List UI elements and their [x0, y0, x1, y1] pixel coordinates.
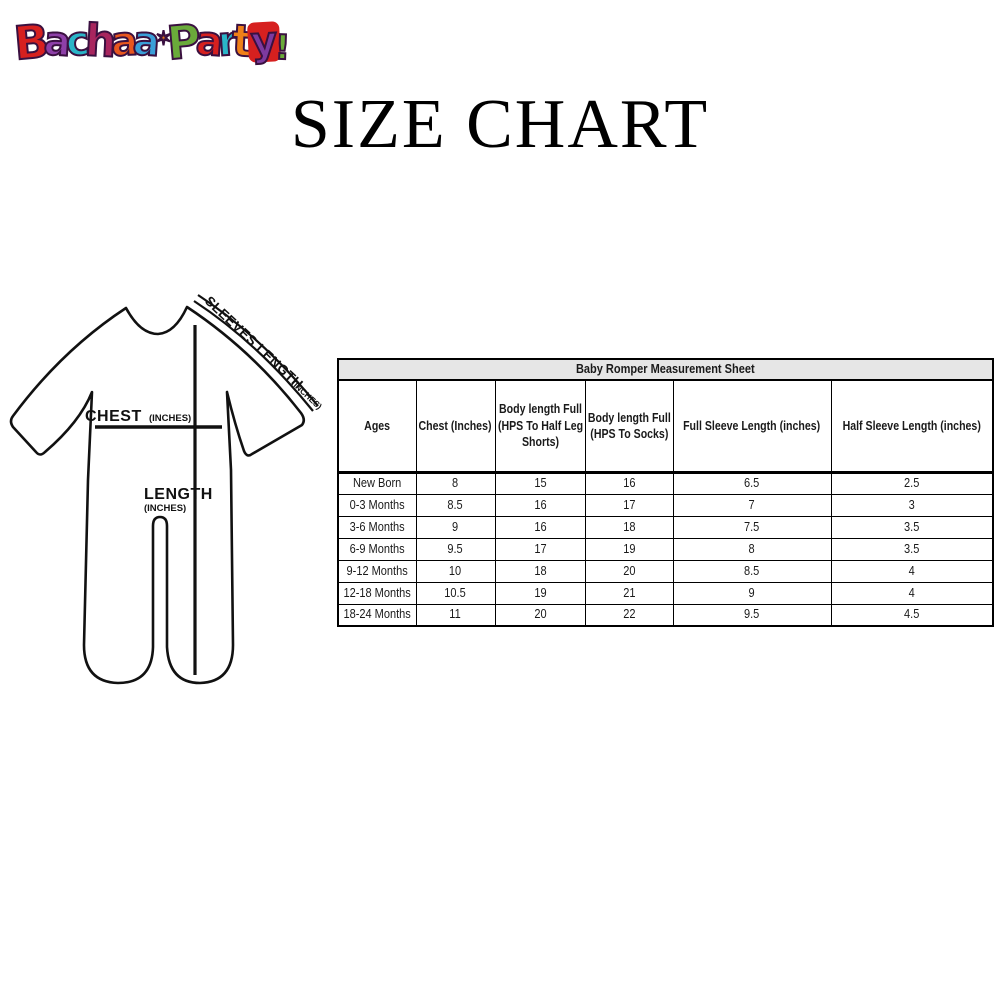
table-cell: 18	[584, 515, 674, 539]
measurement-table: Baby Romper Measurement Sheet Ages Chest …	[337, 358, 995, 627]
table-cell: 10	[415, 559, 496, 583]
table-cell: 22	[584, 603, 674, 627]
row-header: 3-6 Months	[337, 515, 417, 539]
row-header: 12-18 Months	[337, 581, 417, 605]
table-cell: 3.5	[830, 515, 994, 539]
sleeve-measure-line	[193, 300, 314, 412]
table-cell: 20	[584, 559, 674, 583]
length-label: LENGTH	[144, 486, 213, 503]
table-cell: 17	[494, 537, 586, 561]
table-cell: 19	[584, 537, 674, 561]
table-cell: 16	[584, 470, 674, 495]
table-cell: 3	[830, 493, 994, 517]
table-row: 3-6 Months 9 16 18 7.5 3.5	[337, 515, 994, 539]
logo-letter: ✶	[154, 26, 173, 50]
column-header: Body length Full (HPS To Half Leg Shorts…	[494, 379, 586, 473]
table-cell: 4	[830, 559, 994, 583]
table-cell: 16	[494, 515, 586, 539]
table-cell: 9	[415, 515, 496, 539]
row-header: 9-12 Months	[337, 559, 417, 583]
table-cell: 9	[672, 581, 832, 605]
table-cell: 4	[830, 581, 994, 605]
table-cell: 8	[672, 537, 832, 561]
table-cell: 8.5	[672, 559, 832, 583]
table-cell: 18	[494, 559, 586, 583]
table-row: 6-9 Months 9.5 17 19 8 3.5	[337, 537, 994, 561]
table-cell: 3.5	[830, 537, 994, 561]
table-title-row: Baby Romper Measurement Sheet	[337, 358, 994, 381]
row-header: New Born	[337, 470, 417, 495]
table-cell: 8	[415, 470, 496, 495]
column-header: Full Sleeve Length (inches)	[672, 379, 832, 473]
table-row: 18-24 Months 11 20 22 9.5 4.5	[337, 603, 994, 627]
table-cell: 6.5	[672, 470, 832, 495]
table-cell: 4.5	[830, 603, 994, 627]
table-cell: 16	[494, 493, 586, 517]
table-cell: 17	[584, 493, 674, 517]
table-cell: 19	[494, 581, 586, 605]
table-cell: 11	[415, 603, 496, 627]
table-body: New Born 8 15 16 6.5 2.5 0-3 Months 8.5 16 17 7 3 3-…	[337, 470, 994, 627]
romper-measurement-diagram: SLEEVES LENGTH (INCHES) CHEST (INCHES) L…	[9, 293, 324, 685]
column-header: Chest (Inches)	[415, 379, 496, 473]
chest-label: CHEST	[85, 408, 142, 425]
table-cell: 7.5	[672, 515, 832, 539]
table-header-row: Ages Chest (Inches) Body length Full (HPS …	[337, 379, 994, 473]
table-cell: 7	[672, 493, 832, 517]
table-cell: 9.5	[672, 603, 832, 627]
table-cell: 10.5	[415, 581, 496, 605]
page-title: SIZE CHART	[290, 86, 710, 163]
row-header: 0-3 Months	[337, 493, 417, 517]
table-row: New Born 8 15 16 6.5 2.5	[337, 470, 994, 495]
row-header: 6-9 Months	[337, 537, 417, 561]
table-row: 0-3 Months 8.5 16 17 7 3	[337, 493, 994, 517]
table-cell: 2.5	[830, 470, 994, 495]
column-header: Ages	[337, 379, 417, 473]
romper-outline	[9, 305, 306, 685]
table-cell: 20	[494, 603, 586, 627]
table-cell: 21	[584, 581, 674, 605]
table-row: 12-18 Months 10.5 19 21 9 4	[337, 581, 994, 605]
table-row: 9-12 Months 10 18 20 8.5 4	[337, 559, 994, 583]
chest-unit: (INCHES)	[149, 413, 191, 424]
length-unit: (INCHES)	[144, 503, 186, 514]
table-title: Baby Romper Measurement Sheet	[337, 358, 994, 381]
table-cell: 9.5	[415, 537, 496, 561]
row-header: 18-24 Months	[337, 603, 417, 627]
column-header: Body length Full (HPS To Socks)	[584, 379, 674, 473]
column-header: Half Sleeve Length (inches)	[830, 379, 994, 473]
sleeve-measure-line-outer	[197, 294, 319, 407]
logo-letter: !	[274, 27, 293, 70]
table-cell: 8.5	[415, 493, 496, 517]
table-cell: 15	[494, 470, 586, 495]
